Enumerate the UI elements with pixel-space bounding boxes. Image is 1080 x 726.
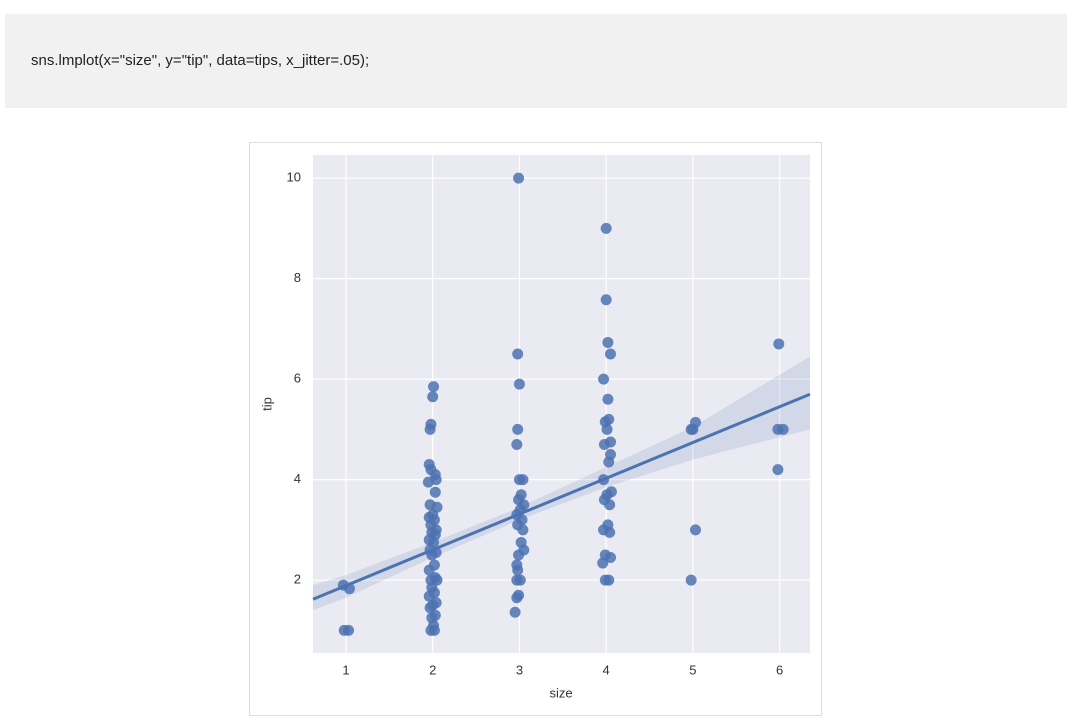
point: [514, 574, 526, 586]
point: [428, 624, 440, 636]
point: [423, 564, 435, 576]
point: [427, 391, 439, 403]
point: [605, 348, 617, 360]
point: [601, 423, 613, 435]
plot-area: [313, 155, 810, 653]
point: [513, 172, 525, 184]
point: [513, 378, 525, 390]
point: [511, 438, 523, 450]
point: [512, 564, 524, 576]
point: [598, 373, 610, 385]
point: [597, 557, 609, 569]
point: [690, 524, 702, 536]
point: [604, 499, 616, 511]
y-axis-label: tip: [259, 397, 274, 411]
point: [517, 474, 529, 486]
point: [512, 423, 524, 435]
x-tick-label: 5: [689, 662, 696, 677]
x-tick-label: 4: [603, 662, 610, 677]
point: [773, 338, 785, 350]
point: [517, 524, 529, 536]
point: [424, 423, 436, 435]
point: [602, 336, 614, 348]
y-tick-label: 6: [294, 371, 301, 386]
point: [772, 464, 784, 476]
x-tick-label: 6: [776, 662, 783, 677]
y-tick-label: 2: [294, 572, 301, 587]
point: [685, 574, 697, 586]
point: [604, 526, 616, 538]
code-block: sns.lmplot(x="size", y="tip", data=tips,…: [5, 14, 1067, 108]
point: [603, 574, 615, 586]
point: [512, 348, 524, 360]
x-tick-label: 1: [342, 662, 349, 677]
point: [600, 222, 612, 234]
point: [422, 476, 434, 488]
point: [603, 456, 615, 468]
y-tick-label: 8: [294, 270, 301, 285]
y-tick-label: 4: [294, 471, 301, 486]
point: [605, 552, 617, 564]
point: [511, 592, 523, 604]
regression-line: [312, 392, 811, 601]
figure-frame: [249, 142, 822, 716]
point: [777, 423, 789, 435]
point: [602, 393, 614, 405]
y-tick-label: 10: [287, 170, 301, 185]
point: [423, 590, 435, 602]
x-tick-label: 2: [429, 662, 436, 677]
point: [428, 381, 440, 393]
x-axis-label: size: [549, 685, 572, 700]
point: [343, 624, 355, 636]
point: [687, 423, 699, 435]
point: [509, 606, 521, 618]
x-tick-label: 3: [516, 662, 523, 677]
point: [429, 486, 441, 498]
point: [598, 438, 610, 450]
point: [600, 294, 612, 306]
point: [513, 549, 525, 561]
